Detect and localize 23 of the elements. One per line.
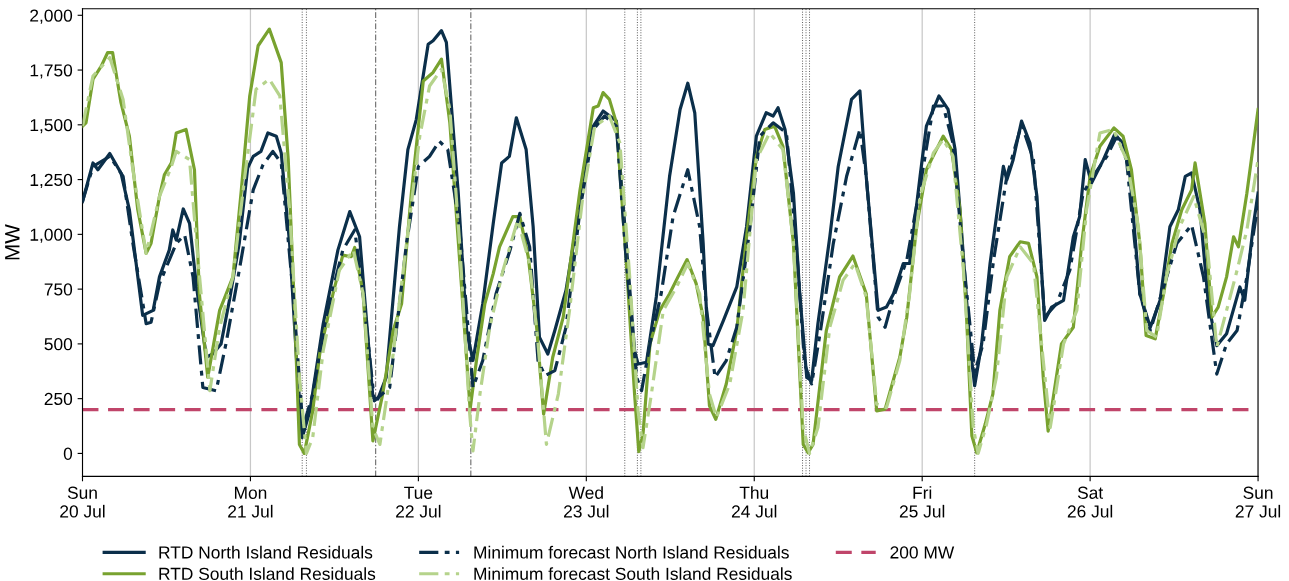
x-tick-label: Sat 26 Jul	[1067, 486, 1113, 518]
y-tick-label: 1,250	[30, 173, 73, 189]
y-tick-label: 0	[63, 447, 73, 460]
x-tick-label: Fri 25 Jul	[899, 486, 945, 518]
x-tick-label: Tue 22 Jul	[396, 486, 441, 518]
y-tick-label: 250	[44, 392, 73, 406]
y-axis-title: MW	[5, 224, 20, 260]
y-tick-label: 2,000	[30, 9, 73, 24]
x-tick-label: Mon 21 Jul	[228, 486, 273, 518]
y-tick-label: 1,750	[30, 64, 73, 79]
legend-label: RTD South Island Residuals	[159, 567, 376, 580]
legend-label: Minimum forecast South Island Residuals	[474, 567, 792, 580]
y-tick-label: 500	[44, 338, 73, 351]
x-tick-label: Sun 27 Jul	[1235, 486, 1281, 518]
legend-label: RTD North Island Residuals	[159, 545, 373, 559]
x-tick-label: Sun 20 Jul	[60, 486, 105, 518]
y-tick-label: 1,500	[30, 118, 73, 134]
legend-label: 200 MW	[890, 546, 955, 559]
x-tick-label: Thu 24 Jul	[731, 486, 777, 518]
y-tick-label: 750	[44, 283, 73, 296]
x-tick-label: Wed 23 Jul	[564, 486, 609, 518]
y-tick-label: 1,000	[30, 228, 73, 243]
legend-label: Minimum forecast North Island Residuals	[474, 545, 789, 559]
